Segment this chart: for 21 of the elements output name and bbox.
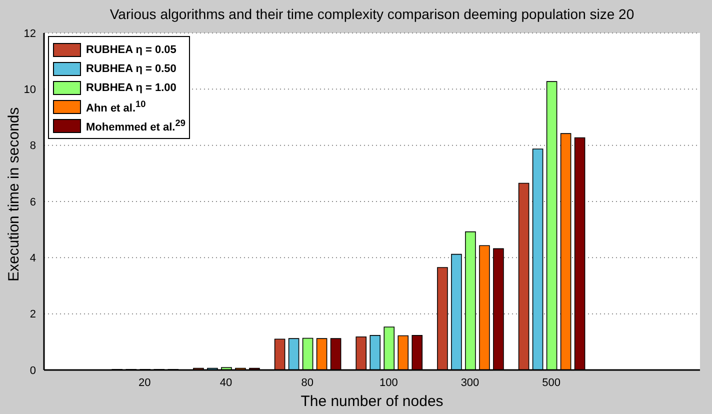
- x-tick-label: 40: [220, 376, 232, 389]
- legend-label: RUBHEA η = 1.00: [86, 82, 176, 94]
- y-tick-label: 0: [30, 364, 36, 377]
- x-tick-label: 80: [301, 376, 314, 389]
- y-tick-label: 12: [24, 28, 36, 40]
- y-tick-label: 8: [30, 140, 36, 152]
- y-axis-title: Execution time in seconds: [5, 107, 22, 282]
- y-tick-label: 2: [30, 308, 36, 321]
- y-tick-label: 10: [24, 84, 36, 96]
- legend-label: RUBHEA η = 0.05: [86, 44, 176, 56]
- x-tick-label: 100: [379, 376, 398, 389]
- x-tick-label: 20: [138, 376, 151, 389]
- legend-label: Ahn et al.$^{10}$: [86, 98, 146, 114]
- x-tick-label: 500: [542, 376, 561, 389]
- legend-label: Mohemmed et al.$^{29}$: [86, 118, 186, 134]
- legend-label: RUBHEA η = 0.50: [86, 62, 176, 74]
- y-tick-label: 6: [30, 196, 36, 208]
- x-axis-title: The number of nodes: [300, 393, 444, 410]
- y-tick-label: 4: [30, 252, 36, 265]
- x-tick-label: 300: [460, 376, 480, 389]
- chart-title: Various algorithms and their time complexity comparison deeming population size 20: [108, 6, 636, 22]
